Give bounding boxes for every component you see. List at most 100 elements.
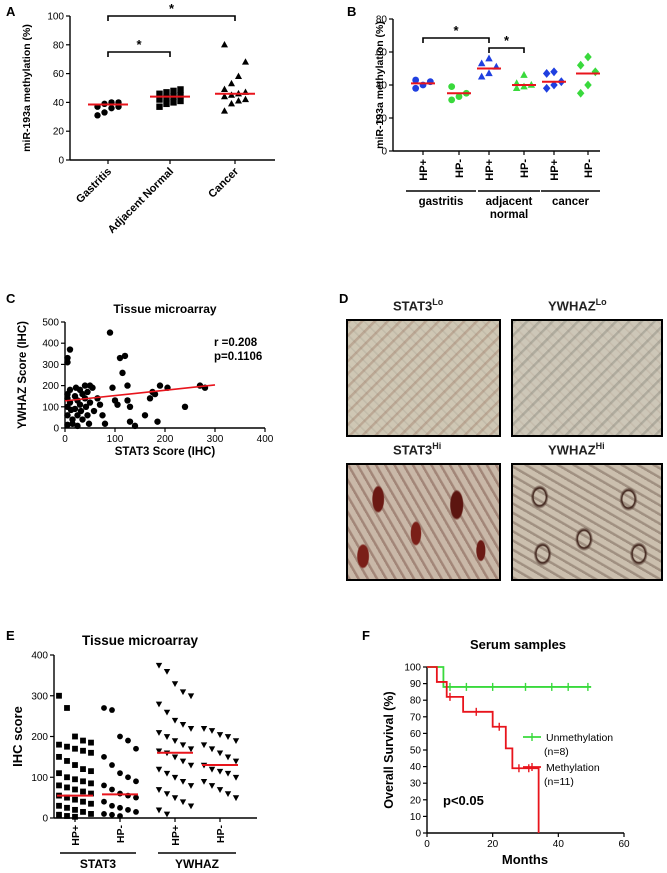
b-point: [485, 69, 493, 77]
e-point: [117, 770, 123, 777]
a-point: [234, 97, 243, 104]
b-point: [512, 84, 521, 92]
e-point: [171, 717, 179, 724]
f-title: Serum samples: [470, 637, 566, 652]
e-point: [216, 768, 224, 775]
f-y-tick-label: 50: [410, 746, 422, 757]
a-point: [101, 109, 108, 116]
f-legend-name: Unmethylation: [546, 732, 613, 744]
e-point: [216, 750, 224, 757]
e-point: [187, 693, 195, 700]
e-point: [109, 811, 115, 818]
panel-label-e: E: [6, 628, 15, 643]
c-point: [71, 405, 79, 413]
f-x-tick-label: 60: [618, 839, 630, 850]
panel-label-a: A: [6, 4, 16, 19]
b-point: [477, 59, 486, 67]
c-point: [124, 397, 131, 404]
c-point: [119, 369, 126, 377]
f-x-axis-label: Months: [502, 852, 548, 867]
e-point: [64, 784, 70, 791]
c-point: [82, 403, 90, 410]
f-y-axis-label: Overall Survival (%): [382, 691, 396, 808]
e-point: [179, 799, 187, 806]
a-y-tick-label: 0: [58, 156, 64, 167]
a-y-tick-label: 40: [53, 98, 65, 109]
e-point: [72, 813, 78, 820]
b-x-tick-label: HP+: [418, 159, 430, 181]
e-point: [56, 811, 62, 818]
c-point: [181, 403, 189, 410]
c-point: [106, 329, 114, 336]
c-point: [154, 418, 161, 425]
e-point: [179, 689, 187, 696]
e-x-tick-label: HP+: [70, 825, 82, 846]
f-y-tick-label: 20: [410, 795, 422, 806]
e-point: [80, 747, 86, 754]
b-y-tick-label: 20: [376, 114, 388, 125]
e-point: [208, 728, 216, 734]
e-y-tick-label: 200: [31, 732, 48, 743]
e-point: [208, 783, 216, 789]
a-point: [170, 87, 177, 95]
a-y-axis-label: miR-193a methylation (%): [21, 24, 33, 152]
e-point: [224, 754, 232, 761]
b-point: [542, 83, 551, 93]
c-point: [79, 416, 86, 423]
b-significance-label: *: [453, 23, 459, 38]
b-group-label: adjacent normal: [486, 196, 533, 221]
a-point: [163, 94, 170, 102]
c-point: [86, 399, 94, 406]
e-point: [179, 742, 187, 749]
c-y-tick-label: 0: [53, 424, 59, 435]
b-point: [550, 80, 558, 90]
micrograph-stat3-lo: [346, 319, 501, 437]
f-legend-name: Methylation: [546, 762, 600, 774]
a-point: [177, 86, 184, 93]
c-y-tick-label: 300: [42, 360, 59, 371]
chart-e: Tissue microarray 0 100 200 300 400 IHC score H…: [10, 633, 257, 871]
c-point: [77, 407, 85, 415]
a-point: [241, 95, 250, 103]
c-point: [76, 401, 84, 408]
e-point: [117, 813, 123, 819]
e-title: Tissue microarray: [82, 633, 199, 648]
b-significance-bracket: [422, 37, 490, 43]
f-y-tick-label: 40: [410, 762, 422, 773]
f-x-tick-label: 0: [424, 839, 430, 850]
b-significance-bracket: [488, 47, 525, 53]
f-y-tick-label: 70: [410, 712, 422, 723]
e-point: [171, 774, 179, 781]
c-x-axis-label: STAT3 Score (IHC): [115, 446, 216, 458]
b-point: [448, 96, 456, 104]
b-point: [542, 69, 551, 78]
b-y-tick-label: 40: [376, 81, 388, 92]
e-point: [80, 737, 86, 744]
b-point: [448, 83, 456, 91]
panel-label-d: D: [339, 291, 349, 306]
micrograph-title-stat3-lo: STAT3Lo: [393, 297, 444, 314]
c-point: [121, 352, 129, 360]
a-y-tick-label: 60: [53, 69, 65, 80]
b-point: [412, 84, 420, 92]
a-point: [220, 107, 229, 114]
e-point: [155, 701, 163, 708]
e-point: [171, 754, 179, 761]
a-point: [156, 96, 163, 103]
c-point: [124, 382, 131, 389]
e-group-label: STAT3: [80, 857, 117, 871]
micrograph-stat3-hi: [346, 463, 501, 581]
c-point: [66, 386, 74, 394]
c-point: [114, 401, 121, 408]
c-point: [126, 403, 134, 410]
panel-label-f: F: [362, 628, 370, 643]
e-point: [72, 796, 78, 803]
e-point: [155, 766, 163, 773]
c-point: [81, 382, 89, 389]
c-point: [146, 395, 154, 402]
c-point: [90, 407, 98, 415]
b-x-tick-label: HP+: [549, 159, 561, 181]
e-point: [187, 803, 195, 810]
chart-f: Serum samples 0 10 20 30 40 50 60 70 80 90 100 0 20 40…: [382, 637, 630, 867]
e-point: [224, 734, 232, 740]
